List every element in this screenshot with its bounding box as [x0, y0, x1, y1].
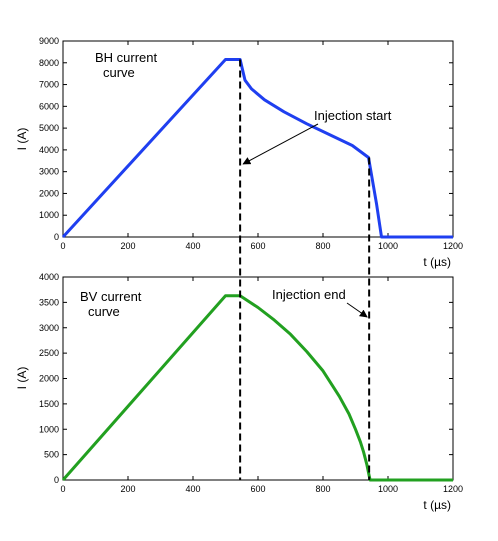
x-tick-label: 600	[250, 484, 265, 494]
x-tick-label: 0	[60, 241, 65, 251]
x-tick-label: 1000	[378, 241, 398, 251]
x-axis-label: t (µs)	[423, 255, 451, 269]
injection-end-label: Injection end	[272, 287, 346, 302]
curve-annotation-line-2: curve	[103, 65, 135, 80]
x-tick-label: 0	[60, 484, 65, 494]
y-tick-label: 5000	[39, 123, 59, 133]
injection-end-arrow	[346, 302, 368, 318]
series-line	[61, 294, 453, 482]
x-tick-label: 200	[120, 241, 135, 251]
bh-current-chart: 0 200 400 600 800 1000 1200 0 1000 2000 3000 4000 50…	[15, 36, 463, 269]
y-axis-label: I (A)	[15, 367, 29, 390]
y-tick-label: 1000	[39, 424, 59, 434]
injection-start-label: Injection start	[314, 108, 392, 123]
y-tick-label: 3000	[39, 167, 59, 177]
x-tick-label: 1200	[443, 484, 463, 494]
y-tick-label: 3000	[39, 323, 59, 333]
y-tick-label: 4000	[39, 272, 59, 282]
y-tick-label: 0	[54, 475, 59, 485]
y-tick-label: 1500	[39, 399, 59, 409]
y-tick-label: 6000	[39, 101, 59, 111]
y-tick-label: 1000	[39, 210, 59, 220]
bv-current-chart: 0 200 400 600 800 1000 1200 0 500 1000 1500 2000 250…	[15, 272, 463, 512]
x-tick-label: 200	[120, 484, 135, 494]
y-tick-label: 2000	[39, 374, 59, 384]
y-tick-label: 7000	[39, 80, 59, 90]
y-tick-label: 8000	[39, 58, 59, 68]
x-tick-label: 800	[315, 241, 330, 251]
y-tick-label: 500	[44, 450, 59, 460]
x-tick-label: 1000	[378, 484, 398, 494]
y-tick-label: 4000	[39, 145, 59, 155]
series-line	[61, 58, 453, 239]
curve-annotation-line-1: BH current	[95, 50, 158, 65]
y-tick-label: 2500	[39, 348, 59, 358]
x-axis-label: t (µs)	[423, 498, 451, 512]
curve-annotation-line-1: BV current	[80, 289, 142, 304]
x-tick-label: 400	[185, 484, 200, 494]
x-tick-label: 600	[250, 241, 265, 251]
y-axis-label: I (A)	[15, 128, 29, 151]
y-tick-label: 3500	[39, 297, 59, 307]
curve-annotation-line-2: curve	[88, 304, 120, 319]
y-tick-label: 0	[54, 232, 59, 242]
x-tick-label: 1200	[443, 241, 463, 251]
x-tick-label: 800	[315, 484, 330, 494]
y-tick-label: 2000	[39, 188, 59, 198]
injection-start-arrow	[242, 123, 319, 165]
injection-overlay: Injection start Injection end	[239, 59, 392, 480]
y-tick-label: 9000	[39, 36, 59, 46]
x-tick-label: 400	[185, 241, 200, 251]
